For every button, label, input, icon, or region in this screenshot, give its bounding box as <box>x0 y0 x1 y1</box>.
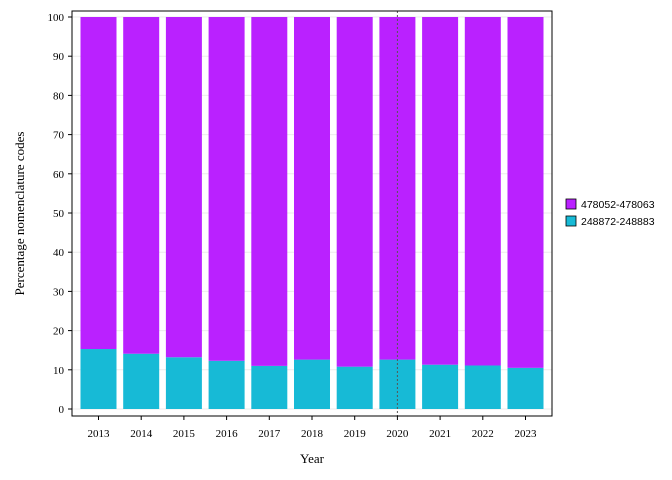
y-tick-label: 100 <box>48 12 65 24</box>
x-tick-label: 2021 <box>429 428 451 440</box>
x-tick-label: 2022 <box>472 428 494 440</box>
bar-segment-bottom <box>165 357 202 409</box>
legend-label: 478052-478063 <box>581 199 655 211</box>
x-tick-label: 2013 <box>88 428 111 440</box>
x-tick-label: 2023 <box>515 428 538 440</box>
bar-segment-top <box>123 17 160 354</box>
x-tick-label: 2020 <box>386 428 409 440</box>
y-tick-label: 10 <box>53 365 65 377</box>
legend: 478052-478063 248872-248883 <box>565 198 655 228</box>
x-tick-label: 2016 <box>216 428 239 440</box>
bar-segment-top <box>507 17 544 368</box>
x-tick-label: 2015 <box>173 428 196 440</box>
bar-segment-top <box>251 17 288 366</box>
bar-segment-bottom <box>294 359 330 409</box>
x-tick-label: 2019 <box>344 428 367 440</box>
legend-label: 248872-248883 <box>581 216 655 228</box>
bar-segment-top <box>464 17 501 366</box>
bar-segment-bottom <box>208 360 245 409</box>
y-tick-label: 60 <box>53 169 65 181</box>
bars-layer <box>80 17 544 409</box>
legend-swatch <box>565 198 577 210</box>
bar-segment-top <box>336 17 373 367</box>
x-axis-title: Year <box>300 451 325 466</box>
bar-segment-bottom <box>464 365 501 409</box>
y-tick-label: 80 <box>53 90 65 102</box>
y-tick-label: 20 <box>53 326 65 338</box>
y-tick-label: 70 <box>53 130 65 142</box>
bar-segment-top <box>422 17 459 365</box>
bar-segment-top <box>294 17 330 360</box>
bar-segment-bottom <box>507 367 544 409</box>
bar-segment-top <box>208 17 245 361</box>
bar-segment-bottom <box>251 365 288 409</box>
x-tick-label: 2014 <box>130 428 153 440</box>
bar-segment-bottom <box>422 364 459 409</box>
x-tick-label: 2018 <box>301 428 324 440</box>
y-tick-label: 90 <box>53 51 65 63</box>
y-tick-label: 50 <box>53 208 65 220</box>
bar-segment-top <box>165 17 202 358</box>
y-tick-label: 30 <box>53 286 65 298</box>
axis-layer: 0 10 20 30 40 50 60 70 80 90 100 2013 2014 2015 2016 20… <box>48 10 553 440</box>
bar-segment-bottom <box>80 349 117 409</box>
x-tick-label: 2017 <box>258 428 281 440</box>
y-axis-title: Percentage nomenclature codes <box>12 132 27 296</box>
y-tick-label: 40 <box>53 247 65 259</box>
bar-segment-bottom <box>336 366 373 409</box>
y-tick-label: 0 <box>59 404 65 416</box>
bar-segment-bottom <box>123 353 160 409</box>
bar-segment-top <box>80 17 117 350</box>
legend-swatch <box>565 215 577 227</box>
